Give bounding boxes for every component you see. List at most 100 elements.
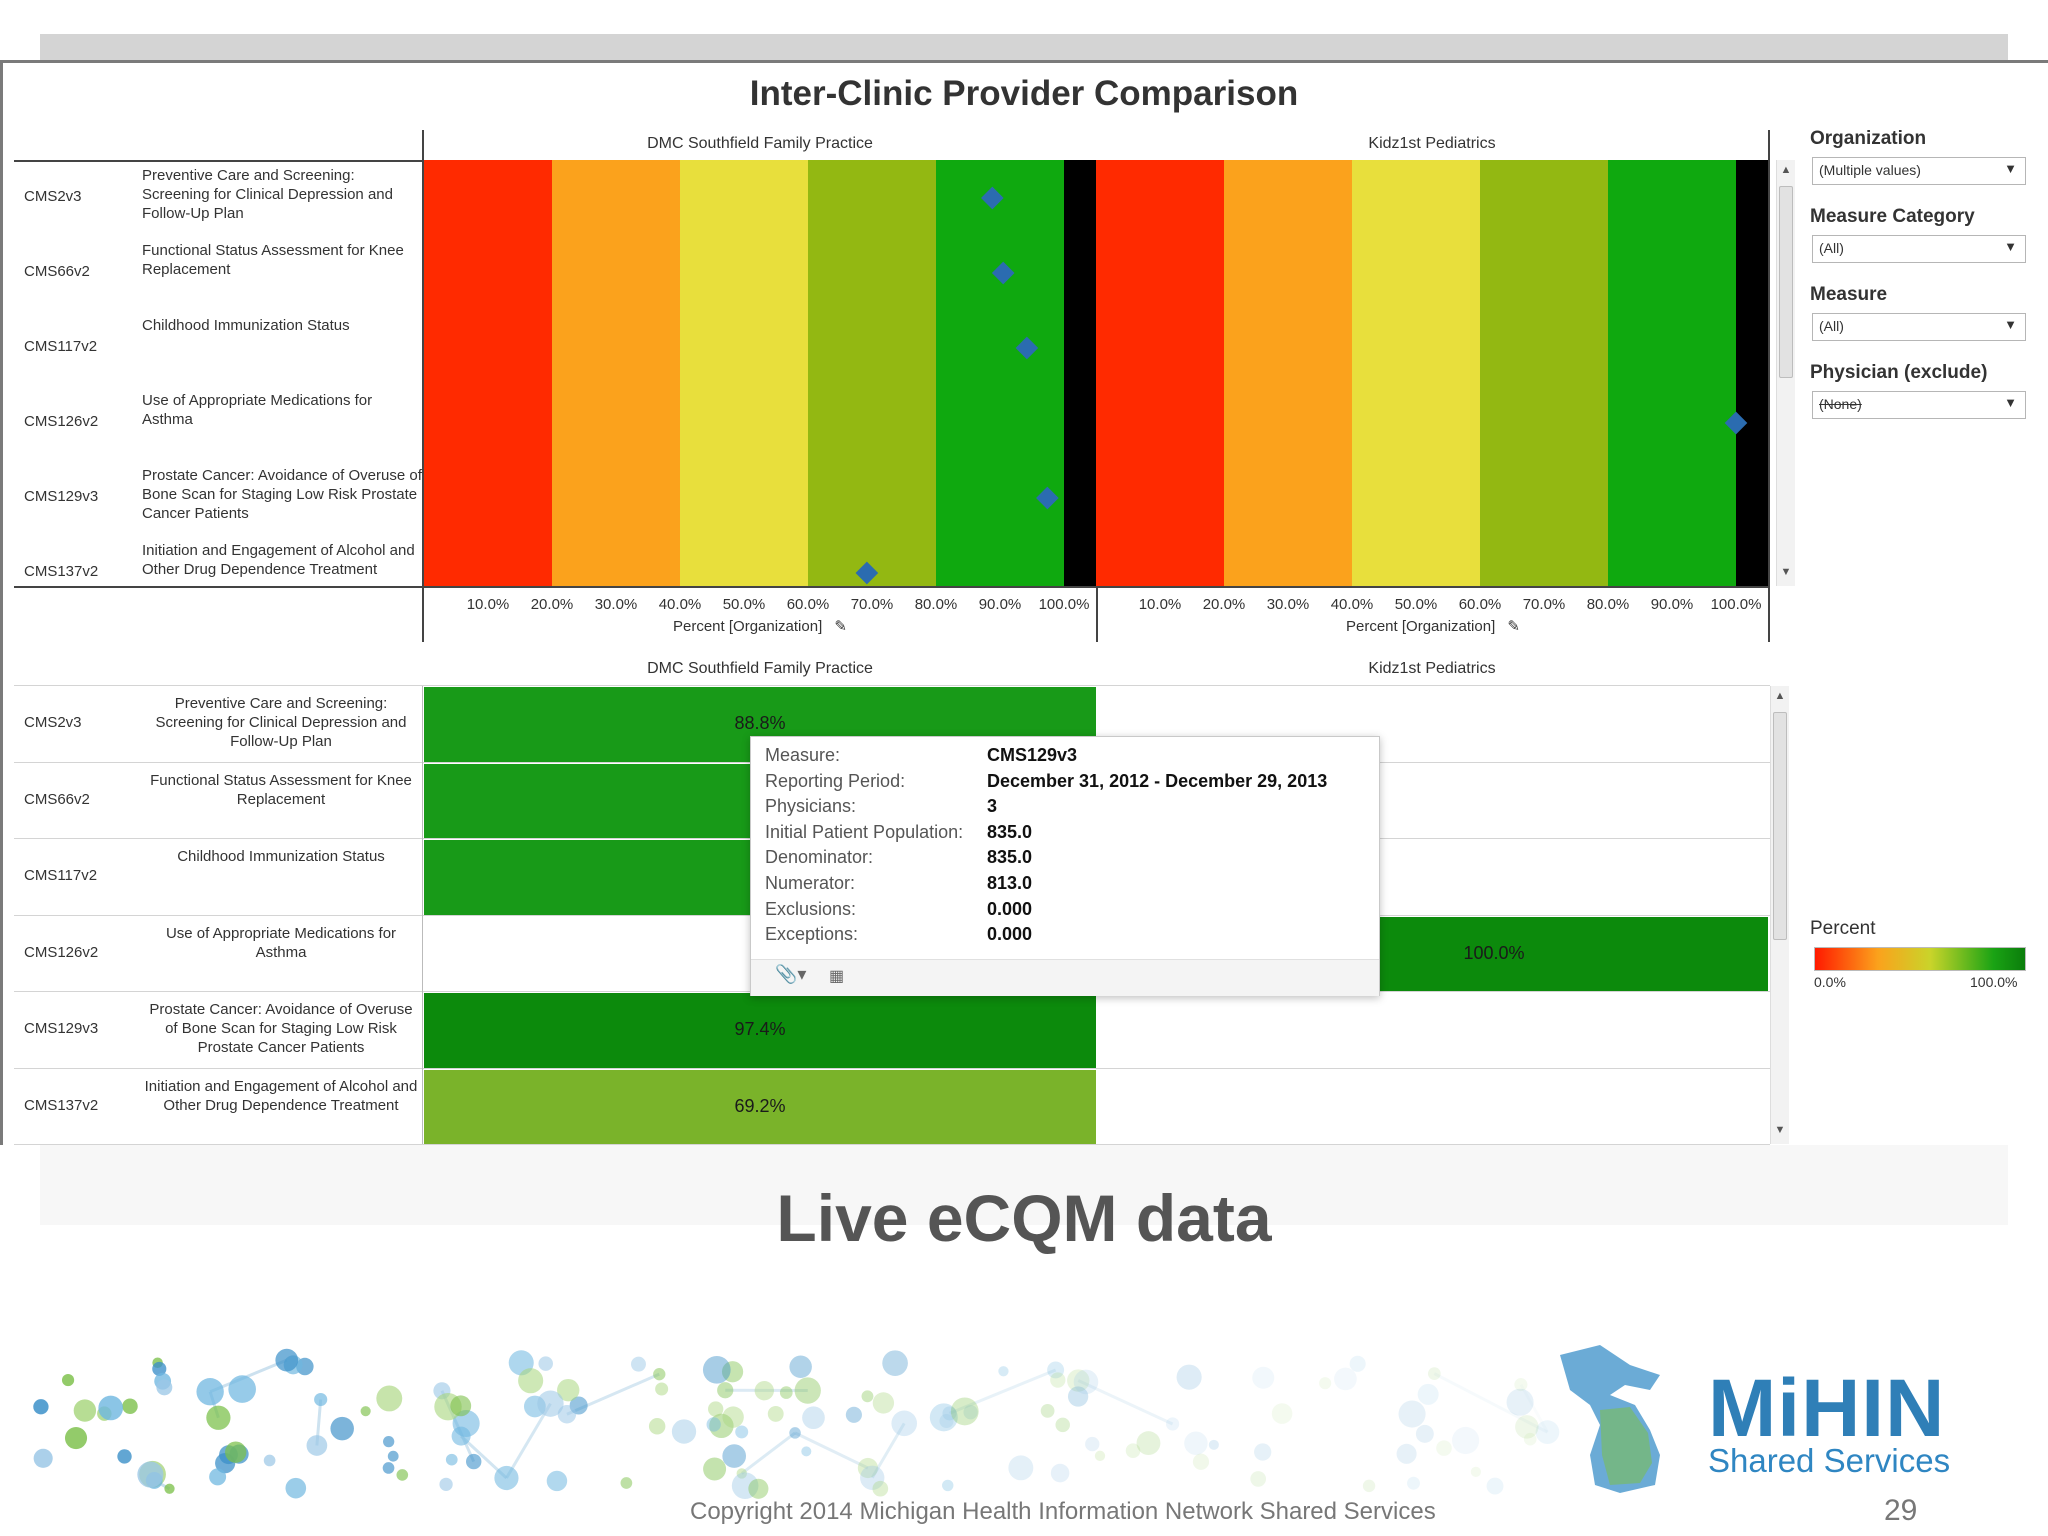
upper-bottom-line: [14, 586, 1770, 588]
slide-title: Live eCQM data: [776, 1181, 1272, 1255]
network-node: [450, 1395, 472, 1417]
table-icon[interactable]: ▦: [829, 968, 845, 985]
axis-tick: 20.0%: [1202, 596, 1246, 613]
chevron-down-icon[interactable]: ▼: [2004, 395, 2017, 410]
upper-left-axis-line: [422, 130, 424, 642]
physician-select[interactable]: (None) ▼: [1812, 391, 2026, 419]
upper-scroll-thumb[interactable]: [1779, 186, 1793, 378]
network-node: [1055, 1417, 1070, 1433]
chevron-down-icon[interactable]: ▼: [2004, 161, 2017, 176]
network-node: [1506, 1388, 1534, 1416]
axis-tick: 80.0%: [1586, 596, 1630, 613]
network-node: [801, 1446, 812, 1457]
network-node: [1208, 1439, 1219, 1450]
pin-icon[interactable]: ✎: [834, 618, 847, 635]
axis-tick: 100.0%: [1038, 596, 1090, 613]
chevron-down-icon[interactable]: ▼: [2004, 317, 2017, 332]
network-node: [1047, 1361, 1065, 1379]
network-node: [630, 1356, 646, 1372]
upper-right-axis-line: [1768, 130, 1770, 642]
scroll-up-icon[interactable]: ▲: [1774, 690, 1786, 702]
network-node: [451, 1426, 471, 1446]
network-node: [671, 1419, 697, 1444]
network-node: [376, 1385, 403, 1412]
network-node: [735, 1425, 749, 1439]
measure-name: Use of Appropriate Medications for Asthm…: [142, 392, 373, 428]
network-node: [557, 1405, 577, 1424]
measure-name: Childhood Immunization Status: [177, 848, 385, 865]
network-node: [360, 1406, 371, 1417]
network-node: [383, 1436, 395, 1448]
row-separator: [14, 1144, 1770, 1145]
network-node: [330, 1416, 354, 1441]
network-node: [196, 1378, 224, 1406]
measure-code: CMS129v3: [24, 1020, 99, 1037]
network-node: [466, 1453, 482, 1470]
measure-select[interactable]: (All) ▼: [1812, 313, 2026, 341]
tooltip-value: CMS129v3: [987, 745, 1078, 765]
measure-code: CMS117v2: [24, 338, 98, 355]
axis-tick: 60.0%: [786, 596, 830, 613]
measure-name: Preventive Care and Screening: Screening…: [142, 167, 393, 222]
scroll-up-icon[interactable]: ▲: [1780, 164, 1792, 176]
tooltip-key: Initial Patient Population:: [765, 821, 964, 842]
logo-text: MiHIN: [1708, 1363, 1946, 1454]
lower-scrollbar[interactable]: ▲ ▼: [1770, 686, 1789, 1144]
axis-tick: 10.0%: [1138, 596, 1182, 613]
organization-select[interactable]: (Multiple values) ▼: [1812, 157, 2026, 185]
network-node: [209, 1468, 227, 1486]
network-node: [1535, 1420, 1560, 1444]
legend-max: 100.0%: [1970, 974, 2018, 990]
axis-tick: 30.0%: [1266, 596, 1310, 613]
network-node: [156, 1379, 173, 1396]
axis-tick: 60.0%: [1458, 596, 1502, 613]
network-node: [314, 1392, 328, 1407]
network-node: [1271, 1403, 1293, 1424]
upper-scrollbar[interactable]: ▲ ▼: [1776, 160, 1795, 586]
network-node: [396, 1469, 409, 1481]
tooltip-value: 813.0: [987, 873, 1033, 893]
scroll-down-icon[interactable]: ▼: [1780, 566, 1792, 578]
upper-header-dmc: DMC Southfield Family Practice: [647, 135, 873, 152]
axis-tick: 80.0%: [914, 596, 958, 613]
network-node: [1470, 1466, 1482, 1477]
percent-label: 97.4%: [734, 1019, 786, 1039]
network-node: [794, 1377, 821, 1404]
network-node: [717, 1382, 734, 1399]
network-node: [1452, 1426, 1480, 1455]
measure-marker[interactable]: [855, 561, 879, 585]
measure-code: CMS2v3: [24, 188, 82, 205]
tooltip-value: December 31, 2012 - December 29, 2013: [987, 770, 1328, 791]
percent-cell-dmc[interactable]: 97.4%: [424, 993, 1096, 1068]
network-node: [1362, 1479, 1376, 1493]
network-node: [882, 1350, 908, 1376]
network-node: [387, 1450, 399, 1462]
network-node: [709, 1413, 734, 1439]
measure-category-select[interactable]: (All) ▼: [1812, 235, 2026, 263]
lower-scroll-thumb[interactable]: [1773, 712, 1787, 940]
axis-tick: 30.0%: [594, 596, 638, 613]
measure-marker[interactable]: [1036, 486, 1059, 510]
network-node: [802, 1406, 825, 1430]
network-node: [722, 1406, 744, 1428]
logo-subtext: Shared Services: [1708, 1442, 1951, 1479]
pin-icon[interactable]: ✎: [1507, 618, 1520, 635]
tooltip-key: Numerator:: [765, 873, 856, 893]
legend-min: 0.0%: [1814, 974, 1846, 990]
measure-category-select-value: (All): [1819, 240, 1844, 256]
lower-header-dmc: DMC Southfield Family Practice: [647, 660, 873, 677]
percent-cell-dmc[interactable]: 69.2%: [424, 1069, 1096, 1144]
network-node: [1252, 1366, 1275, 1389]
chevron-down-icon[interactable]: ▼: [2004, 239, 2017, 254]
lower-top-line: [14, 685, 1770, 686]
network-node: [1094, 1450, 1106, 1462]
performance-band: [1736, 160, 1769, 586]
performance-band: [808, 160, 937, 586]
measure-select-value: (All): [1819, 318, 1844, 334]
michigan-map-logo: [1560, 1345, 1660, 1493]
network-node: [1319, 1377, 1332, 1390]
scroll-down-icon[interactable]: ▼: [1774, 1124, 1786, 1136]
paperclip-icon[interactable]: 📎▾: [775, 964, 807, 984]
network-node: [998, 1366, 1009, 1377]
network-node: [872, 1392, 895, 1414]
